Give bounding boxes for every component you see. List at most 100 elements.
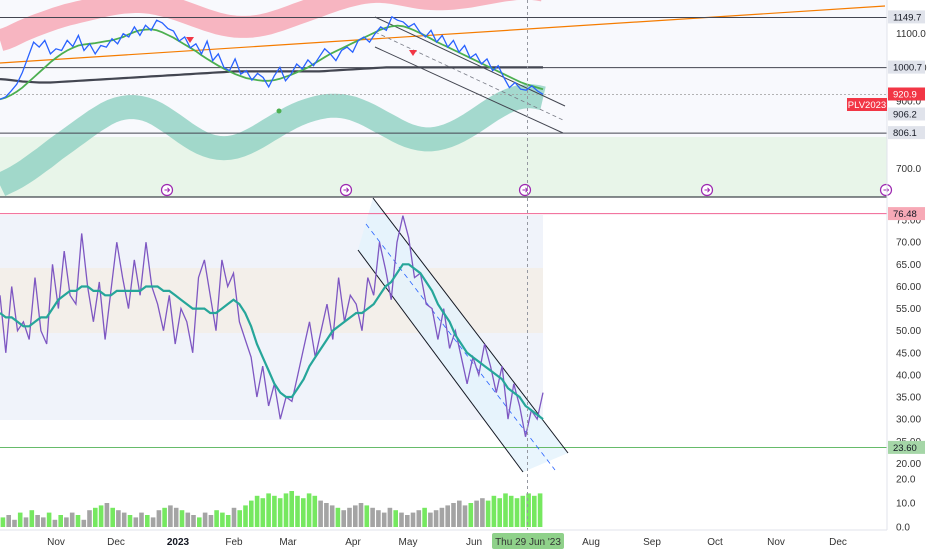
volume-bar: [301, 498, 306, 527]
volume-bar: [439, 507, 445, 527]
volume-bar: [358, 503, 364, 527]
volume-bar: [399, 512, 404, 527]
volume-bar: [497, 498, 502, 527]
volume-bar: [508, 495, 514, 527]
volume-bar: [220, 512, 225, 527]
y-tick-label: 50.00: [896, 326, 921, 337]
event-marker-icon[interactable]: [700, 183, 714, 197]
volume-bar: [254, 495, 260, 527]
volume-bar: [17, 512, 23, 527]
volume-bar: [208, 515, 214, 527]
volume-bar: [93, 507, 98, 527]
volume-bar: [416, 510, 422, 527]
x-tick-label: Nov: [47, 537, 65, 548]
lower-band: [0, 84, 546, 197]
volume-bar: [46, 512, 52, 527]
event-marker-icon[interactable]: [160, 183, 174, 197]
event-marker-icon[interactable]: [339, 183, 353, 197]
volume-bar: [451, 503, 456, 527]
volume-bar: [277, 498, 283, 527]
volume-bar: [457, 500, 462, 527]
volume-bar: [306, 493, 312, 527]
y-tick-label: 20.0: [896, 475, 916, 486]
price-label-tag: 906.2: [888, 107, 925, 121]
oscillator-levels: [0, 213, 887, 448]
volume-bar: [485, 500, 491, 527]
y-tick-label: 40.00: [896, 370, 921, 381]
volume-bar: [353, 505, 358, 527]
y-tick-label: 60.00: [896, 282, 921, 293]
volume-bar: [249, 500, 254, 527]
y-tick-label: 70.00: [896, 238, 921, 249]
volume-bar: [324, 503, 329, 527]
volume-bar: [341, 510, 346, 527]
x-tick-label: Dec: [829, 537, 847, 548]
svg-text:1149.7: 1149.7: [893, 12, 921, 23]
volume-bar: [393, 510, 398, 527]
symbol-tag: PLV2023: [848, 100, 886, 111]
volume-bar: [162, 507, 167, 527]
channel-top-line: [374, 16, 566, 107]
x-tick-label: Aug: [582, 537, 600, 548]
volume-bar: [225, 515, 231, 527]
volume-bar: [69, 512, 75, 527]
volume-bar: [514, 498, 520, 527]
x-tick-label: Apr: [345, 537, 361, 548]
volume-bar: [474, 500, 479, 527]
volume-bar: [110, 507, 115, 527]
volume-bar: [185, 512, 191, 527]
volume-bar: [64, 517, 69, 527]
volume-bar: [410, 512, 416, 527]
time-scale[interactable]: Nov Dec 2023 Feb Mar Apr May Jun Aug Sep Oct Nov Dec…: [0, 529, 887, 549]
volume-bar: [491, 495, 497, 527]
volume-bar: [370, 507, 375, 527]
volume-bar: [387, 507, 393, 527]
volume-bar: [503, 493, 508, 527]
x-tick-label: Mar: [279, 537, 297, 548]
volume-bar: [318, 500, 323, 527]
y-tick-label: 30.00: [896, 415, 921, 426]
volume-bar: [41, 517, 46, 527]
volume-bar: [58, 515, 63, 527]
channel-bottom-line: [374, 46, 564, 134]
x-tick-label: 2023: [167, 537, 190, 548]
volume-bar: [173, 507, 179, 527]
event-marker-icon[interactable]: [879, 183, 893, 197]
volume-bar: [283, 493, 289, 527]
volume-bar: [468, 503, 474, 527]
x-tick-label: Oct: [707, 537, 723, 548]
volume-bar: [480, 498, 485, 527]
y-tick-label: 10.0: [896, 499, 916, 510]
volume-bar: [133, 517, 139, 527]
x-tick-label: Jun: [466, 537, 482, 548]
volume-bar: [23, 517, 29, 527]
event-marker-icon[interactable]: [518, 183, 532, 197]
svg-text:920.9: 920.9: [893, 90, 917, 101]
volume-bar: [335, 507, 341, 527]
volume-bar: [98, 505, 104, 527]
volume-bar: [231, 507, 237, 527]
price-label-tag: 806.1: [888, 126, 925, 140]
volume-bar: [202, 512, 208, 527]
volume-bar: [405, 515, 410, 527]
volume-bar: [537, 493, 543, 527]
volume-bar: [191, 515, 196, 527]
volume-bar: [520, 495, 526, 527]
svg-text:1000.7: 1000.7: [893, 63, 922, 74]
volume-bar: [237, 510, 242, 527]
price-scale[interactable]: 1100.01000.0900.0800.0700.075.0070.0065.…: [886, 0, 927, 534]
volume-bar: [12, 519, 17, 527]
y-tick-label: 700.0: [896, 164, 921, 175]
volume-bar: [433, 510, 439, 527]
y-tick-label: 1100.0: [896, 29, 926, 40]
x-tick-label: Nov: [767, 537, 785, 548]
price-label-tag: 1000.7: [888, 60, 925, 74]
svg-text:76.48: 76.48: [893, 209, 917, 220]
volume-bar: [116, 510, 121, 527]
price-label-tag: 23.60: [888, 440, 925, 454]
trough-marker: [276, 108, 282, 114]
peak-marker-1: [186, 37, 194, 43]
volume-bar: [532, 495, 537, 527]
